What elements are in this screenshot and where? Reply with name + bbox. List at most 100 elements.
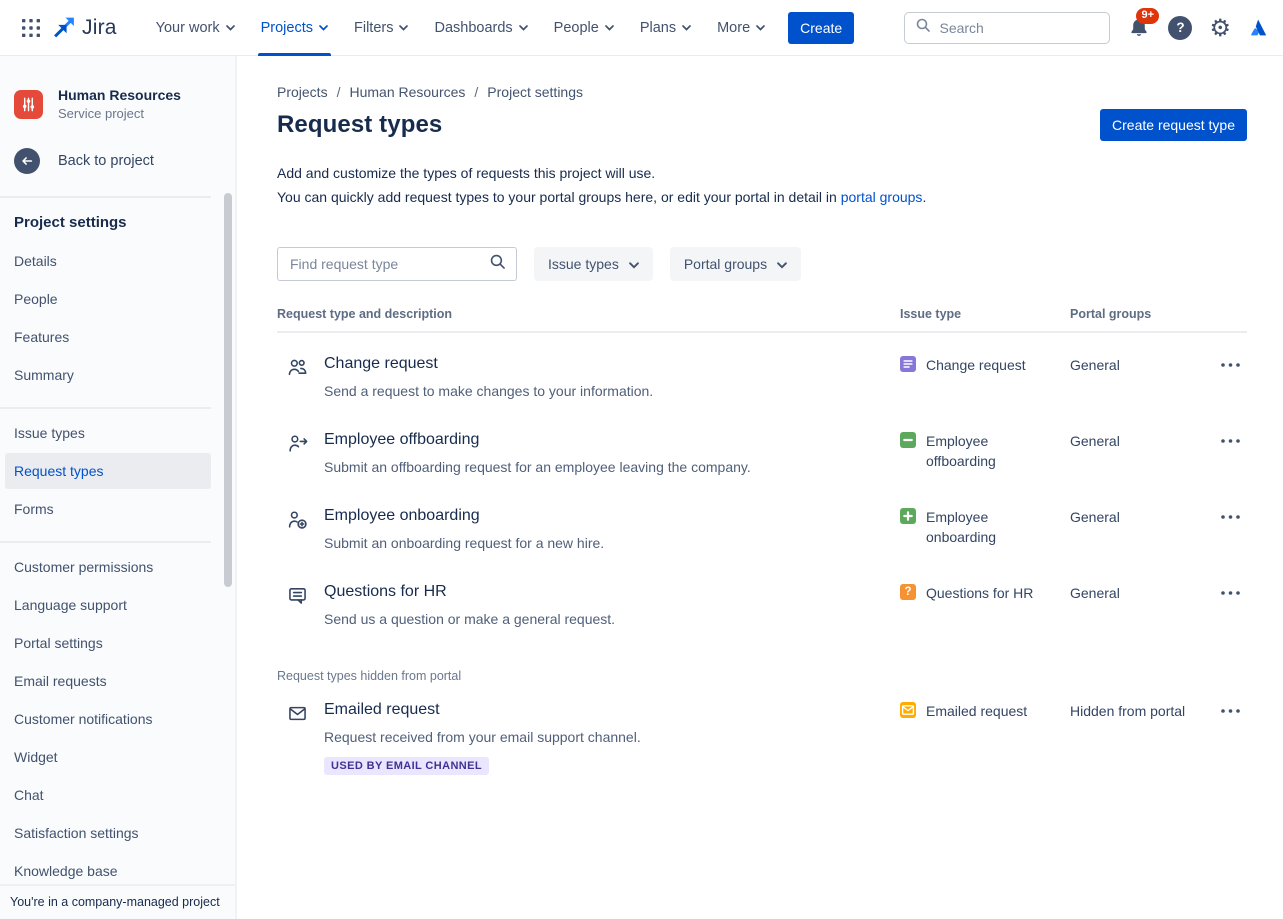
sidebar-item-forms[interactable]: Forms	[14, 501, 54, 517]
request-type-description: Submit an offboarding request for an emp…	[324, 459, 751, 475]
chevron-down-icon	[319, 25, 328, 31]
notification-count-badge: 9+	[1136, 7, 1160, 24]
chevron-down-icon	[518, 25, 528, 31]
notifications-button[interactable]: 9+	[1127, 7, 1160, 40]
divider	[0, 407, 211, 409]
page-description: Add and customize the types of requests …	[277, 165, 927, 205]
sidebar-item-people[interactable]: People	[14, 291, 58, 307]
issue-types-filter-dropdown[interactable]: Issue types	[534, 247, 653, 281]
chevron-down-icon	[225, 25, 235, 31]
sliders-icon	[22, 97, 35, 111]
issue-type-label: Employee offboarding	[926, 433, 996, 469]
request-type-description: Submit an onboarding request for a new h…	[324, 535, 605, 551]
sidebar-item-knowledge-base[interactable]: Knowledge base	[14, 863, 118, 879]
request-type-name[interactable]: Employee offboarding	[324, 431, 480, 448]
table-row: Emailed request Request received from yo…	[277, 683, 1247, 775]
nav-item-more[interactable]: More	[704, 0, 778, 56]
chevron-down-icon	[777, 256, 787, 272]
portal-groups-link[interactable]: portal groups	[840, 189, 923, 205]
request-type-name[interactable]: Change request	[324, 355, 438, 372]
row-actions-menu-button[interactable]	[1215, 701, 1246, 721]
table-row: Employee onboarding Submit an onboarding…	[277, 485, 1247, 561]
request-type-name[interactable]: Emailed request	[324, 701, 440, 718]
sidebar-item-widget[interactable]: Widget	[14, 749, 58, 765]
column-header-portal-groups: Portal groups	[1070, 307, 1152, 321]
nav-item-projects[interactable]: Projects	[248, 0, 341, 56]
nav-item-plans[interactable]: Plans	[627, 0, 704, 56]
jira-logo[interactable]: Jira	[52, 15, 117, 40]
project-avatar	[14, 89, 43, 119]
sidebar-scrollbar[interactable]	[224, 193, 232, 587]
table-header: Request type and description Issue type …	[277, 307, 1247, 333]
find-request-type-field[interactable]	[277, 247, 517, 281]
sidebar-item-chat[interactable]: Chat	[14, 787, 44, 803]
row-actions-menu-button[interactable]	[1215, 507, 1246, 527]
issue-type-label: Change request	[926, 357, 1026, 373]
chevron-down-icon	[628, 256, 639, 272]
back-to-project[interactable]: Back to project	[0, 121, 235, 174]
app-switcher-grid-icon[interactable]	[14, 11, 48, 45]
sidebar-heading: Project settings	[14, 214, 127, 231]
request-type-description: Send us a question or make a general req…	[324, 611, 616, 627]
jira-mark-icon	[54, 17, 74, 38]
portal-group-value: General	[1070, 433, 1120, 449]
breadcrumb-project-settings[interactable]: Project settings	[487, 84, 584, 100]
arrow-left-icon	[14, 148, 40, 174]
request-type-name[interactable]: Employee onboarding	[324, 507, 480, 524]
plus-issue-icon	[900, 508, 916, 524]
nav-item-your-work[interactable]: Your work	[143, 0, 248, 56]
chevron-down-icon	[604, 25, 614, 31]
main-content: Projects / Human Resources / Project set…	[237, 56, 1283, 919]
column-header-request-type: Request type and description	[277, 307, 453, 321]
sidebar-item-summary[interactable]: Summary	[14, 367, 74, 383]
question-issue-icon: ?	[900, 584, 916, 600]
breadcrumb-human-resources[interactable]: Human Resources	[349, 84, 466, 100]
row-actions-menu-button[interactable]	[1215, 355, 1246, 375]
nav-item-filters[interactable]: Filters	[341, 0, 421, 56]
global-search[interactable]	[904, 11, 1121, 44]
row-actions-menu-button[interactable]	[1215, 431, 1246, 451]
used-by-email-channel-badge: USED BY EMAIL CHANNEL	[324, 757, 490, 775]
nav-item-people[interactable]: People	[541, 0, 627, 56]
sidebar-item-features[interactable]: Features	[14, 329, 70, 345]
sidebar-item-details[interactable]: Details	[14, 253, 57, 269]
change-request-issue-icon	[900, 356, 916, 372]
sidebar-item-issue-types[interactable]: Issue types	[14, 425, 85, 441]
sidebar-footer-note: You're in a company-managed project	[0, 884, 235, 919]
global-search-input[interactable]	[939, 19, 1121, 36]
search-icon	[489, 253, 506, 275]
sidebar-item-language-support[interactable]: Language support	[14, 597, 127, 613]
sidebar-item-customer-notifications[interactable]: Customer notifications	[14, 711, 153, 727]
sidebar-item-email-requests[interactable]: Email requests	[14, 673, 107, 689]
settings-menu-group-3: Customer permissions Language support Po…	[0, 543, 235, 895]
row-actions-menu-button[interactable]	[1215, 583, 1246, 603]
breadcrumb-projects[interactable]: Projects	[277, 84, 328, 100]
jira-logo-text: Jira	[82, 15, 117, 39]
help-icon[interactable]: ?	[1168, 15, 1193, 40]
nav-item-dashboards[interactable]: Dashboards	[421, 0, 540, 56]
email-issue-icon	[900, 702, 916, 718]
chevron-down-icon	[682, 25, 691, 31]
project-header: Human Resources Service project	[0, 56, 235, 121]
atlassian-logo[interactable]	[1248, 17, 1269, 38]
filter-bar: Issue types Portal groups	[277, 247, 1247, 281]
divider	[0, 541, 211, 543]
envelope-icon	[287, 703, 308, 724]
create-request-type-button[interactable]: Create request type	[1100, 109, 1247, 141]
search-icon	[915, 17, 931, 38]
sidebar-item-satisfaction-settings[interactable]: Satisfaction settings	[14, 825, 139, 841]
portal-groups-filter-dropdown[interactable]: Portal groups	[669, 247, 802, 281]
settings-gear-icon[interactable]: ⚙	[1209, 13, 1231, 42]
sidebar-item-portal-settings[interactable]: Portal settings	[14, 635, 103, 651]
page-title: Request types	[277, 111, 443, 138]
request-type-description: Request received from your email support…	[324, 729, 641, 745]
portal-group-value: General	[1070, 509, 1120, 525]
request-type-name[interactable]: Questions for HR	[324, 583, 447, 600]
sidebar-item-customer-permissions[interactable]: Customer permissions	[14, 559, 154, 575]
create-button[interactable]: Create	[788, 11, 855, 44]
settings-menu-group-2: Issue types Request types Forms	[0, 409, 235, 533]
request-type-description: Send a request to make changes to your i…	[324, 383, 654, 399]
find-request-type-input[interactable]	[290, 256, 489, 272]
column-header-issue-type: Issue type	[900, 307, 962, 321]
sidebar-item-request-types[interactable]: Request types	[5, 453, 211, 489]
